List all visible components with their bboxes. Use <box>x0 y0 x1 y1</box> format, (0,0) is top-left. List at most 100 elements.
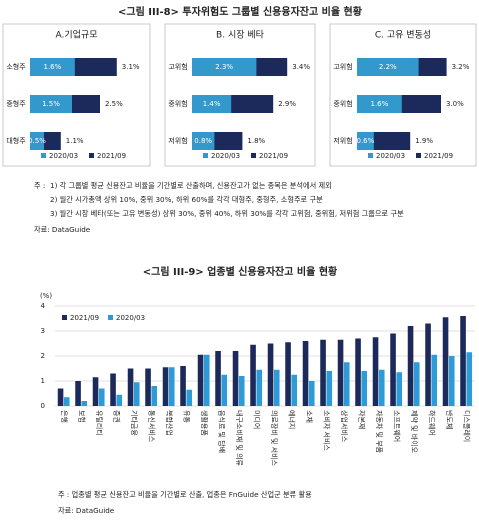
bar <box>425 323 431 406</box>
note: 1) 각 그룹별 평균 신용잔고 비율을 기간별로 산출하며, 신용잔고가 없는… <box>50 181 332 190</box>
value-label: 2.9% <box>278 100 296 108</box>
value-label: 2.5% <box>105 100 123 108</box>
x-tick-label: 증권 <box>112 410 120 423</box>
legend-swatch <box>89 153 94 158</box>
bar <box>30 132 44 150</box>
legend-label: 2020/03 <box>49 152 78 160</box>
x-tick-label: 내구소비재 및 의류 <box>235 410 244 467</box>
x-tick-label: 복합산업 <box>165 410 174 436</box>
x-tick-label: 통신서비스 <box>147 410 156 443</box>
legend-swatch <box>108 315 113 320</box>
category-label: 소형주 <box>6 63 26 71</box>
bar <box>250 344 256 406</box>
bar <box>30 58 75 76</box>
value-label: 1.6% <box>44 63 62 71</box>
bar <box>151 386 158 406</box>
bar <box>337 339 344 406</box>
x-tick-label: 상업서비스 <box>340 410 349 443</box>
bar <box>355 338 361 406</box>
bar <box>431 354 438 406</box>
panel-title: C. 고유 변동성 <box>375 30 431 41</box>
legend-label: 2020/03 <box>116 314 145 322</box>
bar <box>116 394 123 406</box>
panel-title: A.기업규모 <box>56 30 98 41</box>
bar <box>57 388 64 406</box>
bar <box>291 374 298 406</box>
note-label: 주 : <box>34 181 45 190</box>
x-tick-label: 의료장비 및 서비스 <box>270 410 279 467</box>
value-label: 0.5% <box>28 137 46 145</box>
bar <box>186 389 193 406</box>
x-tick-label: 자본재 <box>357 410 366 429</box>
note: 주 : 업종별 평균 신용잔고 비율을 기간별로 산출, 업종은 FnGuide… <box>58 490 312 499</box>
value-label: 1.4% <box>203 100 221 108</box>
value-label: 3.0% <box>446 100 464 108</box>
panel-frame <box>329 23 477 167</box>
source: 자료: DataGuide <box>34 225 91 234</box>
x-tick-label: 소비자 서비스 <box>322 410 331 451</box>
bar <box>75 381 81 406</box>
x-tick-label: 음식료 및 담배 <box>217 410 226 453</box>
bar <box>273 369 280 406</box>
bar <box>197 354 204 406</box>
bar <box>162 367 169 406</box>
bar <box>466 352 473 406</box>
panel-title: B. 시장 베타 <box>216 30 265 41</box>
x-tick-label: 제약 및 바이오 <box>410 410 419 454</box>
x-tick-label: 자동차 및 부품 <box>375 410 384 454</box>
y-tick-label: 2 <box>41 352 45 360</box>
y-tick-label: 4 <box>41 302 46 310</box>
x-tick-label: 디스플레이 <box>462 410 471 442</box>
category-label: 중형주 <box>6 100 26 108</box>
value-label: 0.6% <box>357 137 375 145</box>
bar <box>232 351 239 406</box>
note: 2) 월간 시가총액 상위 10%, 중위 30%, 하위 60%를 각각 대형… <box>50 195 323 204</box>
bar <box>81 401 88 406</box>
bar <box>372 337 379 406</box>
figure-title: <그림 III-9> 업종별 신용융자잔고 비율 현황 <box>143 265 338 278</box>
x-tick-label: 반도체 <box>445 410 454 429</box>
legend-swatch <box>251 153 256 158</box>
bar <box>361 371 368 406</box>
value-label: 2.2% <box>379 63 397 71</box>
bar <box>357 58 419 76</box>
category-label: 중위험 <box>333 100 352 108</box>
legend-swatch <box>416 153 421 158</box>
bar <box>267 343 274 406</box>
value-label: 1.5% <box>42 100 60 108</box>
bar <box>63 397 70 406</box>
legend-swatch <box>203 153 208 158</box>
bar <box>343 362 350 406</box>
bar <box>448 356 455 406</box>
value-label: 2.3% <box>215 63 233 71</box>
bar <box>192 95 232 113</box>
x-tick-label: 소프트웨어 <box>392 410 401 442</box>
bar <box>145 368 151 406</box>
bar <box>256 369 263 406</box>
value-label: 1.6% <box>371 100 389 108</box>
x-tick-label: 미디어 <box>252 410 261 429</box>
legend-label: 2021/09 <box>424 152 453 160</box>
x-tick-label: 하드웨어 <box>427 410 436 436</box>
legend-swatch <box>62 315 67 320</box>
bar <box>326 371 333 406</box>
value-label: 1.1% <box>66 137 84 145</box>
y-tick-label: 1 <box>41 377 45 385</box>
x-tick-label: 유틸리티 <box>95 410 104 436</box>
value-label: 3.1% <box>122 63 140 71</box>
x-tick-label: 유통 <box>182 410 190 423</box>
x-tick-label: 보험 <box>77 410 85 423</box>
source: 자료: DataGuide <box>58 506 115 515</box>
panel-frame <box>164 23 316 167</box>
value-label: 3.4% <box>292 63 310 71</box>
bar <box>192 132 215 150</box>
bar <box>285 342 291 406</box>
x-tick-label: 에너지 <box>287 410 296 429</box>
bar <box>460 316 466 406</box>
bar <box>357 95 402 113</box>
legend-label: 2021/09 <box>97 152 126 160</box>
bar <box>127 368 134 406</box>
bar <box>390 333 396 406</box>
bar <box>92 377 99 406</box>
